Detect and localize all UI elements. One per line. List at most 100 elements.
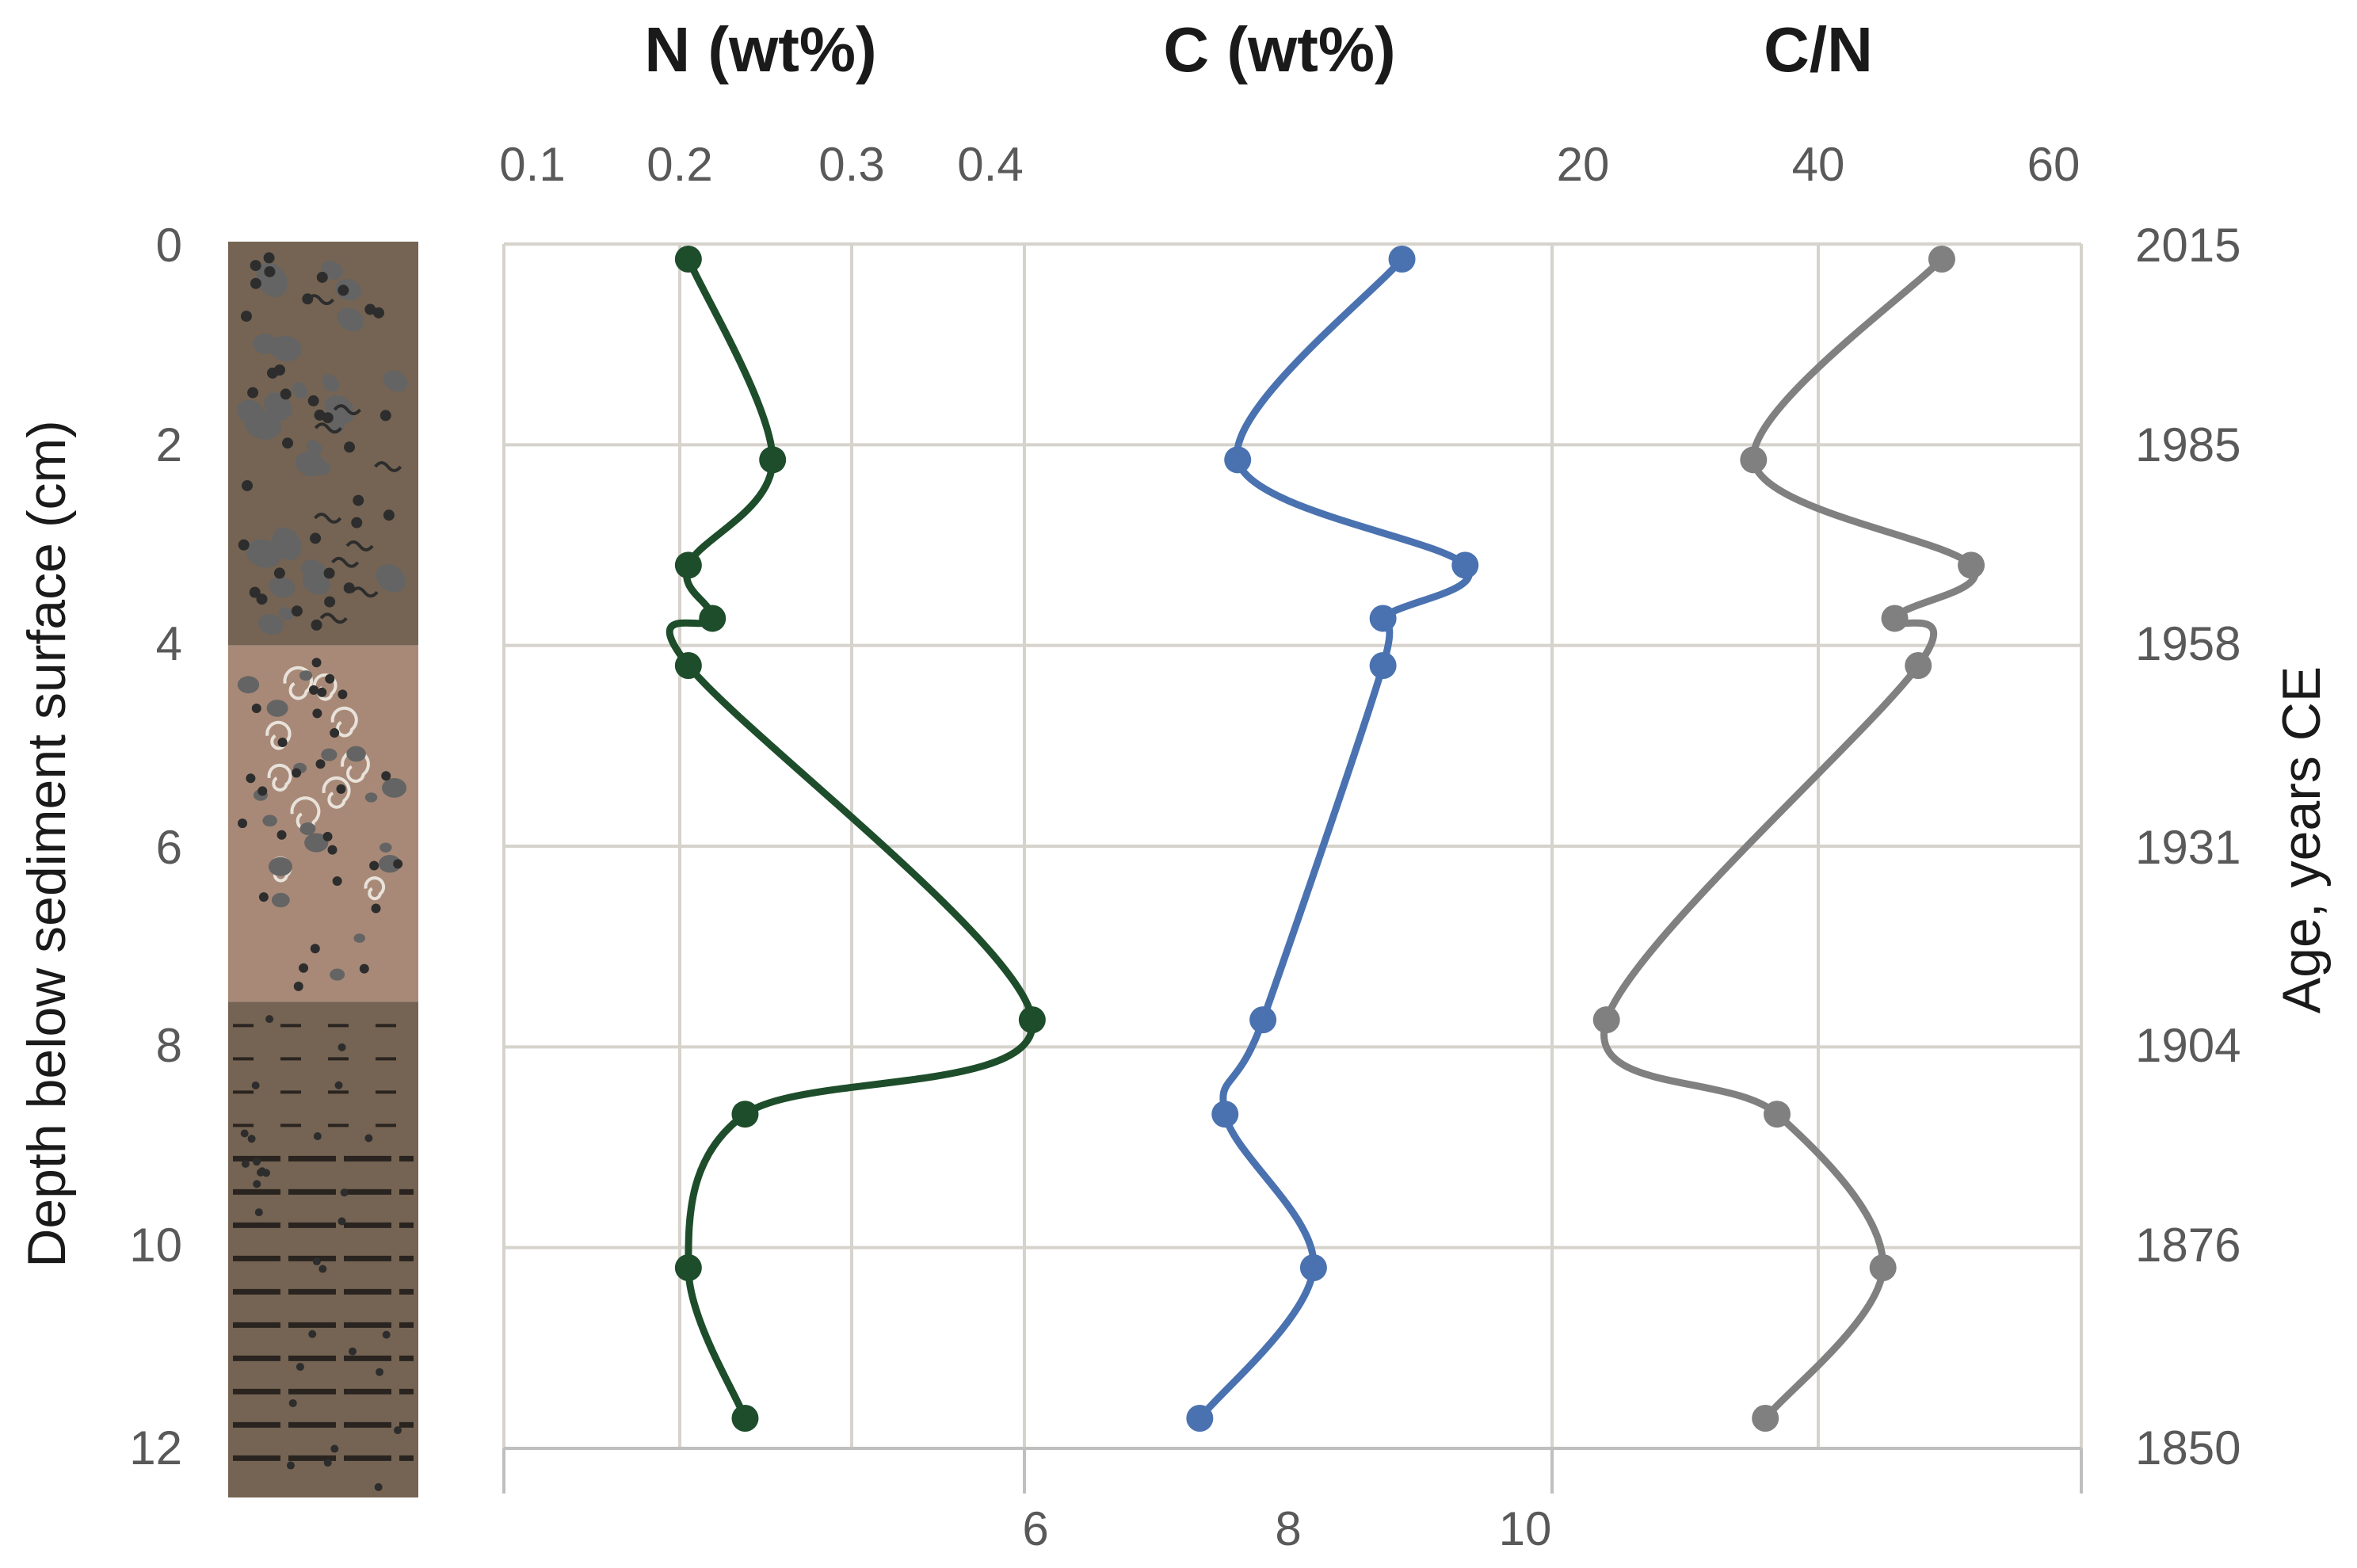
lithology-grain	[369, 860, 379, 871]
lithology-grain	[264, 265, 276, 277]
lithology-clast	[269, 576, 296, 598]
lithology-clast	[266, 700, 288, 717]
lithology-grain	[349, 1347, 357, 1356]
lithology-grain	[292, 768, 302, 778]
age-axis-label: Age, years CE	[2271, 666, 2332, 1013]
n-x-tick-label: 0.4	[957, 138, 1023, 191]
lithology-grain	[340, 1188, 349, 1197]
lithology-grain	[324, 596, 336, 608]
lithology-organic-squiggle	[350, 586, 379, 598]
n-x-tick-label: 0.3	[818, 138, 884, 191]
c-data-point	[1249, 1006, 1277, 1034]
lithology-grain	[308, 1330, 317, 1338]
depth-tick-label: 2	[156, 418, 182, 471]
lithology-shell	[265, 720, 292, 750]
lithology-clast	[382, 777, 407, 798]
lithology-grain	[256, 593, 268, 605]
lithology-grain	[242, 479, 254, 491]
lithology-grain	[309, 685, 319, 695]
cn-x-tick-label: 40	[1792, 138, 1845, 191]
lithology-clast	[353, 933, 365, 943]
lithology-grain	[247, 1135, 256, 1143]
n-data-point	[731, 1101, 759, 1128]
lithology-grain	[353, 494, 364, 506]
lithology-clast	[299, 822, 316, 836]
age-tick-label: 2015	[2135, 219, 2241, 272]
age-tick-label: 1876	[2135, 1219, 2241, 1272]
lithology-grain	[338, 1217, 346, 1226]
lithology-grain	[293, 981, 303, 991]
lithology-grain	[379, 410, 391, 422]
lithology-clast	[304, 833, 329, 853]
lithology-grain	[299, 963, 309, 973]
c-data-point	[1369, 605, 1397, 632]
lithology-grain	[267, 367, 279, 379]
lithology-grain	[280, 388, 292, 400]
lithology-grain	[254, 1208, 263, 1217]
depth-tick-label: 8	[156, 1019, 182, 1072]
lithology-grain	[351, 517, 363, 528]
lithology-grain	[338, 689, 348, 700]
lithology-clast	[302, 570, 330, 595]
lithology-grain	[313, 1132, 322, 1141]
lithology-organic-squiggle	[333, 404, 361, 416]
n-data-point	[759, 446, 787, 474]
lithology-clast	[271, 892, 290, 908]
lithology-grain	[330, 1444, 339, 1453]
n-data-point	[674, 246, 702, 273]
lithology-grain	[382, 1330, 391, 1339]
lithology-unit-middle	[228, 645, 418, 1002]
c-data-point	[1186, 1405, 1214, 1432]
age-tick-label: 1850	[2135, 1421, 2241, 1475]
c-data-point	[1388, 246, 1416, 273]
depth-axis-label: Depth below sediment surface (cm)	[17, 420, 77, 1268]
lithology-clast	[376, 563, 406, 593]
lithology-grain	[336, 784, 346, 794]
lithology-grain	[364, 1134, 373, 1143]
n-data-point	[699, 605, 727, 632]
lithology-grain	[238, 539, 250, 551]
lithology-grain	[373, 307, 385, 319]
lithology-clast	[337, 307, 364, 332]
lithology-grain	[251, 704, 261, 714]
lithology-clast	[237, 676, 260, 694]
cn-x-tick-label: 60	[2027, 138, 2080, 191]
n-panel-title: N (wt%)	[644, 14, 876, 85]
c-data-point	[1224, 446, 1252, 474]
lithology-grain	[311, 658, 322, 668]
cn-data-point	[1592, 1006, 1620, 1034]
lithology-grain	[327, 845, 338, 855]
lithology-clast	[262, 815, 277, 827]
cn-series-line	[1600, 255, 1979, 1422]
lithology-organic-squiggle	[374, 461, 402, 472]
n-data-point	[674, 551, 702, 579]
lithology-clast	[383, 370, 408, 392]
lithology-grain	[312, 1257, 321, 1266]
lithology-grain	[315, 759, 326, 769]
lithology-clast	[278, 607, 295, 620]
lithology-grain	[323, 567, 335, 579]
cn-data-point	[1764, 1101, 1791, 1128]
lithology-clast	[269, 335, 303, 361]
lithology-grain	[393, 859, 403, 869]
cn-data-point	[1905, 652, 1932, 679]
age-tick-label: 1958	[2135, 617, 2241, 670]
lithology-organic-squiggle	[306, 294, 335, 306]
n-data-point	[1018, 1006, 1046, 1034]
lithology-grain	[322, 831, 333, 841]
lithology-grain	[323, 1459, 332, 1467]
lithology-clast	[346, 746, 366, 762]
cn-data-point	[1881, 605, 1909, 632]
lithology-grain	[288, 1398, 297, 1407]
n-x-tick-label: 0.1	[499, 138, 565, 191]
lithology-grain	[318, 1265, 327, 1273]
cn-data-point	[1928, 246, 1955, 273]
lithology-grain	[322, 412, 334, 424]
lithology-grain	[330, 728, 340, 738]
c-series-line	[1196, 255, 1473, 1422]
lithology-grain	[277, 830, 287, 840]
n-data-point	[674, 1254, 702, 1281]
lithology-grain	[277, 737, 288, 747]
lithology-grain	[317, 687, 327, 697]
